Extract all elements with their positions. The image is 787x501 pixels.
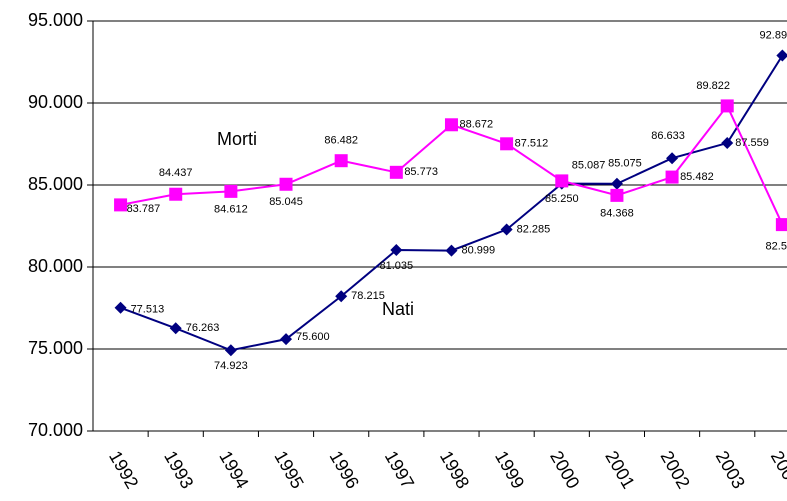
value-label: 84.368: [600, 207, 634, 219]
value-label: 74.923: [214, 360, 248, 372]
value-label: 81.035: [379, 260, 413, 272]
marker: [776, 49, 787, 62]
x-tick-label: 1999: [491, 447, 528, 492]
value-label: 80.999: [461, 245, 495, 257]
value-label: 85.250: [545, 193, 579, 205]
marker: [169, 187, 183, 201]
marker: [445, 244, 458, 257]
value-label: 78.215: [351, 290, 385, 302]
marker: [666, 152, 679, 165]
series-name: Nati: [382, 299, 414, 319]
value-label: 75.600: [296, 331, 330, 343]
y-tick-label: 75.000: [28, 338, 83, 358]
value-label: 92.898: [760, 29, 787, 41]
marker: [224, 344, 237, 357]
value-label: 85.087: [572, 159, 606, 171]
value-label: 85.045: [269, 196, 303, 208]
x-tick-label: 1997: [381, 447, 418, 492]
value-label: 85.075: [608, 158, 642, 170]
marker: [721, 137, 734, 150]
x-tick-label: 2002: [656, 447, 693, 492]
value-label: 76.263: [186, 322, 220, 334]
marker: [500, 223, 513, 236]
x-tick-label: 1996: [326, 447, 363, 492]
x-tick-label: 1992: [105, 447, 142, 492]
marker: [665, 170, 679, 184]
value-label: 87.559: [735, 137, 769, 149]
marker: [500, 137, 514, 151]
marker: [390, 244, 403, 257]
value-label: 77.513: [131, 304, 165, 316]
y-tick-label: 80.000: [28, 256, 83, 276]
marker: [334, 154, 348, 168]
x-tick-label: 1993: [160, 447, 197, 492]
x-tick-label: 1995: [270, 447, 307, 492]
value-label: 83.787: [127, 203, 161, 215]
marker: [775, 218, 787, 232]
y-tick-label: 95.000: [28, 10, 83, 30]
marker: [169, 322, 182, 335]
y-tick-label: 70.000: [28, 420, 83, 440]
marker: [279, 177, 293, 191]
y-tick-label: 85.000: [28, 174, 83, 194]
marker: [444, 118, 458, 132]
marker: [224, 184, 238, 198]
x-tick-label: 1998: [436, 447, 473, 492]
value-label: 86.482: [324, 135, 358, 147]
value-label: 84.612: [214, 203, 248, 215]
x-tick-label: 1994: [215, 447, 252, 492]
y-tick-label: 90.000: [28, 92, 83, 112]
value-label: 89.822: [696, 80, 730, 92]
marker: [389, 165, 403, 179]
marker: [114, 301, 127, 314]
x-tick-label: 2003: [712, 447, 749, 492]
marker: [114, 198, 128, 212]
value-label: 84.437: [159, 167, 193, 179]
value-label: 82.285: [517, 223, 551, 235]
value-label: 85.773: [404, 166, 438, 178]
x-tick-label: 2000: [546, 447, 583, 492]
value-label: 88.672: [459, 119, 493, 131]
value-label: 86.633: [651, 130, 685, 142]
marker: [555, 174, 569, 188]
value-label: 82.585: [766, 241, 787, 253]
marker: [720, 99, 734, 113]
marker: [610, 188, 624, 202]
value-label: 87.512: [515, 138, 549, 150]
x-tick-label: 2004: [767, 447, 787, 492]
value-label: 85.482: [680, 171, 714, 183]
marker: [335, 290, 348, 303]
marker: [610, 177, 623, 190]
marker: [280, 333, 293, 346]
series-name: Morti: [217, 129, 257, 149]
x-tick-label: 2001: [601, 447, 638, 492]
